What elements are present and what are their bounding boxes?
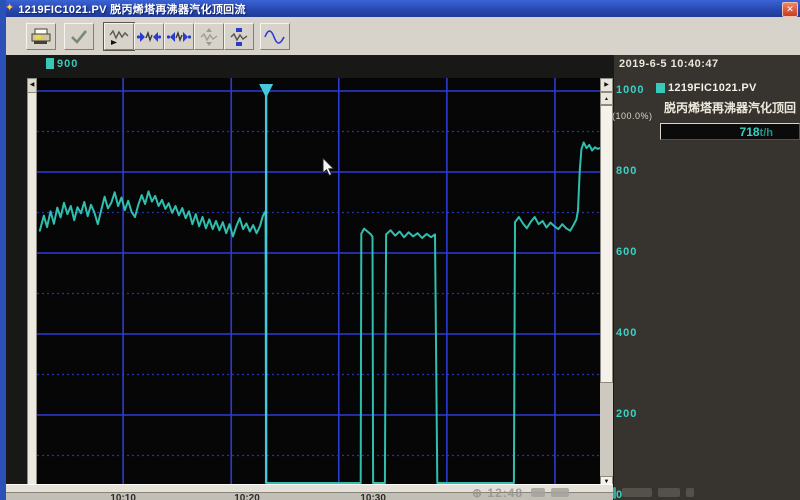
scroll-left-button[interactable]: ◀ <box>28 79 36 93</box>
y-tick-label: 1000 <box>616 84 645 96</box>
watermark-teal-mark <box>613 486 617 499</box>
close-button[interactable]: ✕ <box>782 2 798 17</box>
window-left-border <box>0 0 6 500</box>
scrollbar-thumb[interactable] <box>600 105 613 383</box>
watermark-blob <box>686 488 695 497</box>
scroll-right-button[interactable]: ▶ <box>600 78 613 92</box>
legend-color-swatch <box>46 58 54 69</box>
print-button[interactable] <box>26 23 56 50</box>
fit-value-button[interactable] <box>224 23 254 50</box>
tag-name: 1219FIC1021.PV <box>668 82 757 94</box>
app-icon: ✦ <box>5 2 15 14</box>
wave-fit-icon <box>230 27 248 46</box>
x-tick-label: 10:10 <box>110 493 136 500</box>
watermark-blob <box>622 488 653 497</box>
plot-area[interactable] <box>37 78 600 485</box>
vertical-scrollbar[interactable]: ▶ ▲ ▼ <box>600 78 613 488</box>
tag-unit: t/h <box>759 127 773 139</box>
tag-value: 718 <box>739 125 760 139</box>
checkmark-icon <box>71 29 88 44</box>
tag-value-box: 718t/h <box>660 123 800 140</box>
wave-zoom-out-icon <box>166 30 192 42</box>
smooth-curve-button[interactable] <box>260 23 290 50</box>
mouse-cursor <box>322 156 336 183</box>
left-scroll-strip[interactable]: ◀ <box>27 78 37 498</box>
tag-description: 脱丙烯塔再沸器汽化顶回流 <box>664 101 796 115</box>
watermark-blob <box>531 488 546 497</box>
window-title: 1219FIC1021.PV 脱丙烯塔再沸器汽化顶回流 <box>18 3 246 16</box>
right-panel: 2019-6-5 10:40:47 1219FIC1021.PV 脱丙烯塔再沸器… <box>614 55 800 500</box>
compress-time-button[interactable] <box>134 23 164 50</box>
y-tick-label: 0 <box>616 489 624 500</box>
cursor-value-readout: 900 <box>46 57 78 70</box>
expand-time-button[interactable] <box>164 23 194 50</box>
photo-watermark: ⊕ 12:48 <box>472 485 800 500</box>
wave-play-icon <box>109 29 129 45</box>
trend-play-button[interactable] <box>103 22 135 51</box>
cursor-value-text: 900 <box>57 57 79 70</box>
watermark-time: ⊕ 12:48 <box>472 485 524 500</box>
sine-wave-icon <box>264 29 285 44</box>
toolbar <box>6 17 800 56</box>
main-area: 900 ◀ ▶ ▲ ▼ 2019-6-5 10:40:47 1219FIC102… <box>6 55 800 500</box>
title-bar: ✦ 1219FIC1021.PV 脱丙烯塔再沸器汽化顶回流 <box>0 0 800 17</box>
tag-color-swatch <box>656 83 665 93</box>
tag-legend-row: 1219FIC1021.PV <box>656 82 757 94</box>
y-tick-label: 600 <box>616 246 638 258</box>
y-axis-percent-label: (100.0%) <box>612 111 653 121</box>
confirm-button[interactable] <box>64 23 94 50</box>
timestamp: 2019-6-5 10:40:47 <box>619 58 719 70</box>
wave-zoom-in-icon <box>136 30 162 42</box>
watermark-blob <box>551 488 570 497</box>
x-tick-label: 10:30 <box>360 493 386 500</box>
y-tick-label: 800 <box>616 165 638 177</box>
trend-chart <box>37 78 600 485</box>
y-axis-labels: 1000 800 600 400 200 0 <box>616 55 658 500</box>
watermark-blob <box>658 488 681 497</box>
mouse-arrow-icon <box>322 156 335 177</box>
wave-updown-icon <box>200 27 218 46</box>
printer-icon <box>31 28 51 44</box>
scale-value-button[interactable] <box>194 23 224 50</box>
x-tick-label: 10:20 <box>234 493 260 500</box>
x-axis-labels: 10:10 10:20 10:30 <box>6 493 613 500</box>
y-tick-label: 400 <box>616 327 638 339</box>
y-tick-label: 200 <box>616 408 638 420</box>
time-axis-strip <box>6 484 613 493</box>
scroll-up-button[interactable]: ▲ <box>600 92 613 105</box>
